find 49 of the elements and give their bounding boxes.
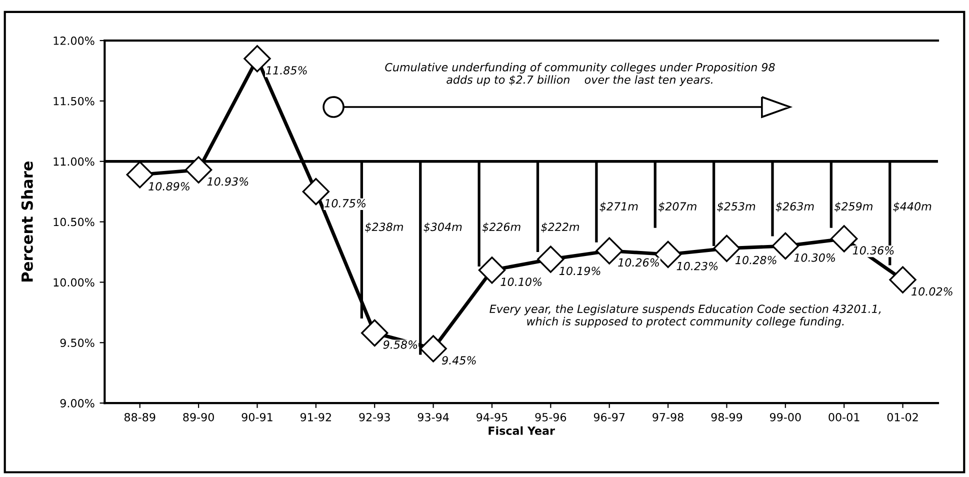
x-tick-label: 92-93	[359, 412, 390, 422]
data-label: 10.36%	[852, 246, 894, 255]
annotation: $253m	[717, 202, 756, 212]
data-label: 10.10%	[500, 278, 542, 286]
data-label: 10.19%	[559, 266, 600, 276]
annotation: $222m	[541, 222, 580, 233]
annotation: $440m	[893, 202, 932, 212]
x-tick-label: 00-01	[828, 412, 860, 422]
data-label: 10.89%	[148, 182, 190, 191]
annotation: Cumulative underfunding of community colleges under Proposition 98 adds up to $2.7 billion over the last ten years.	[385, 62, 775, 86]
annotation: $263m	[776, 202, 814, 212]
annotation: $238m	[365, 222, 403, 233]
annotation: $304m	[424, 222, 462, 233]
data-label: 10.23%	[676, 262, 718, 270]
annotation: Every year, the Legislature suspends Education Code section 43201.1, which is supposed to protect community college funding.	[490, 304, 881, 328]
x-tick-label: 95-96	[535, 412, 566, 422]
x-tick-label: 91-92	[300, 412, 331, 422]
data-label: 10.28%	[735, 256, 776, 264]
data-label: 9.58%	[383, 340, 418, 349]
x-tick-label: 96-97	[594, 412, 625, 422]
x-tick-label: 99-00	[770, 412, 801, 422]
annotation: $259m	[834, 202, 872, 212]
y-tick-label: 9.50%	[60, 338, 94, 348]
data-label: 10.75%	[324, 199, 366, 208]
x-tick-label: 89-90	[183, 412, 214, 422]
x-tick-label: 90-91	[242, 412, 272, 422]
x-tick-label: 01-02	[887, 412, 918, 422]
y-tick-label: 11.50%	[54, 96, 94, 106]
x-tick-label: 97-98	[652, 412, 684, 422]
data-label: 10.26%	[618, 258, 659, 267]
y-tick-label: 9.00%	[60, 399, 94, 408]
x-tick-label: 98-99	[711, 412, 742, 422]
y-tick-label: 12.00%	[54, 36, 94, 45]
annotation: $271m	[600, 202, 638, 212]
annotation: $207m	[658, 202, 696, 212]
y-tick-label: 10.00%	[54, 278, 94, 287]
y-axis-title: Percent Share	[21, 161, 33, 282]
x-tick-label: 94-95	[476, 412, 508, 422]
data-label: 10.93%	[207, 177, 248, 186]
data-label: 11.85%	[266, 66, 307, 75]
data-label: 9.45%	[442, 356, 476, 365]
x-axis-title: Fiscal Year	[488, 426, 555, 435]
x-tick-label: 93-94	[418, 412, 449, 422]
data-label: 10.02%	[912, 287, 952, 296]
data-label: 10.30%	[794, 253, 835, 262]
y-tick-label: 11.00%	[54, 157, 94, 166]
x-tick-label: 88-89	[124, 412, 156, 422]
y-tick-label: 10.50%	[54, 218, 94, 226]
annotation: $226m	[482, 222, 520, 233]
